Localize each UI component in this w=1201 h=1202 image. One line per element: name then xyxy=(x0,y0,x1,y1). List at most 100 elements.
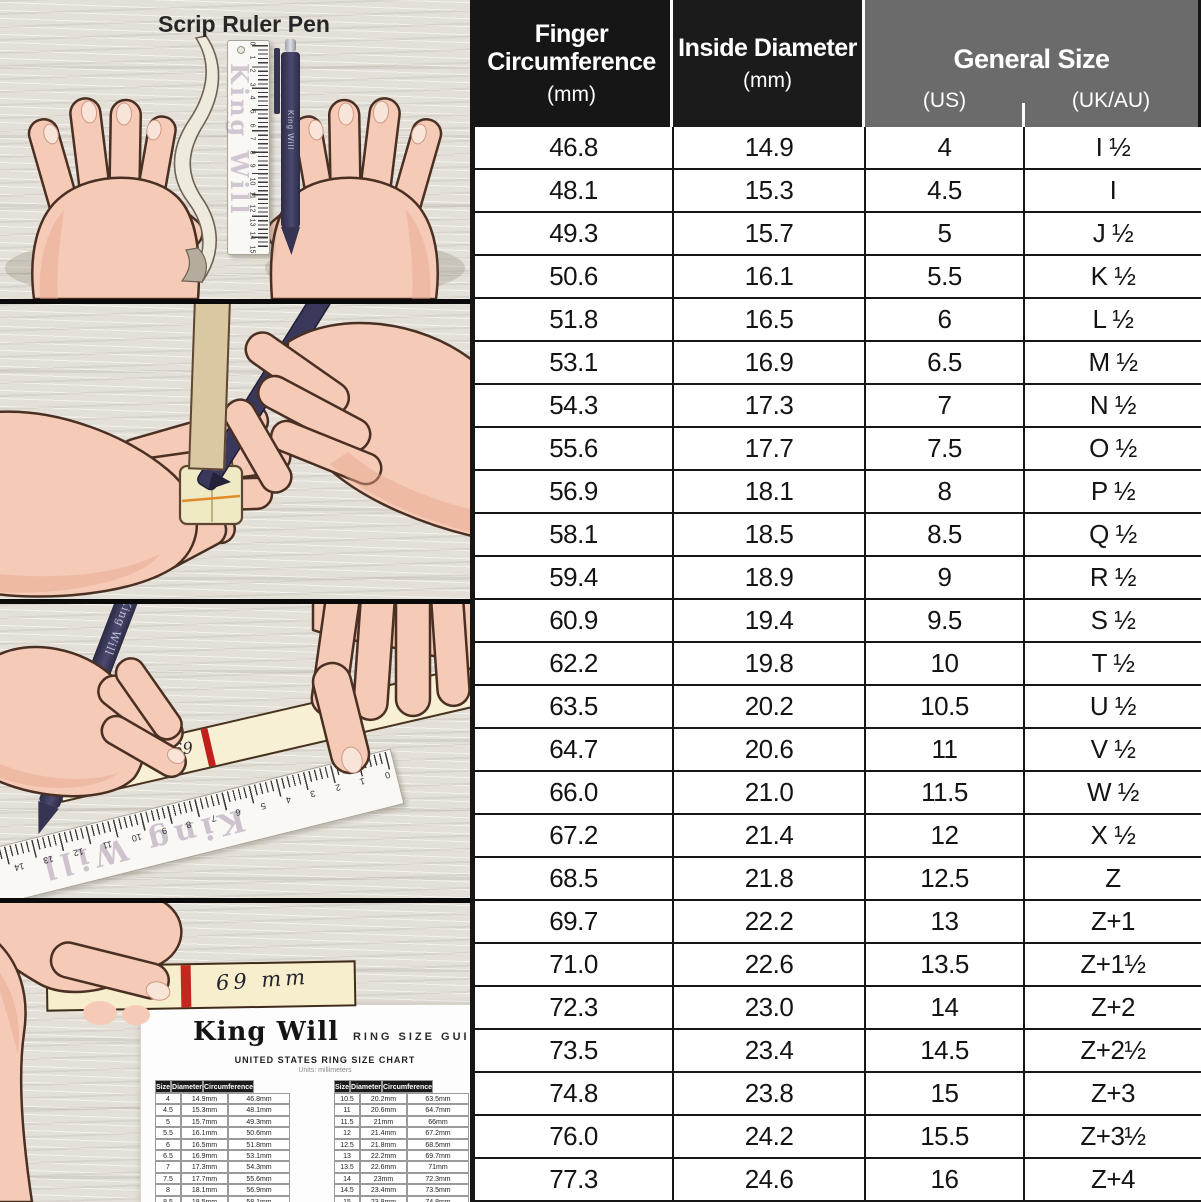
diameter-cell: 21.0 xyxy=(674,772,866,813)
table-row: 71.0 22.6 13.5 Z+1½ xyxy=(473,944,1201,987)
diameter-cell: 22.2 xyxy=(674,901,866,942)
diameter-cell: 17.3 xyxy=(674,385,866,426)
us-size-cell: 9 xyxy=(866,557,1025,598)
us-size-cell: 4.5 xyxy=(866,170,1025,211)
mini-size-cell: 5.5 xyxy=(155,1127,181,1139)
ukau-size-cell: K ½ xyxy=(1090,261,1136,291)
panel-divider xyxy=(0,299,470,304)
ruler-minor-ticks xyxy=(258,45,268,250)
mini-circumference-cell: 55.6mm xyxy=(228,1172,290,1185)
circumference-cell: 46.8 xyxy=(473,127,674,168)
circumference-cell: 53.1 xyxy=(473,342,674,383)
mini-size-cell: 14 xyxy=(334,1172,360,1185)
mini-size-cell: 12.5 xyxy=(334,1138,360,1150)
mini-size-cell: 5 xyxy=(155,1115,181,1128)
brand-logo: King Will xyxy=(193,1017,339,1047)
ukau-size-cell: I ½ xyxy=(1095,132,1131,162)
us-size-cell: 8 xyxy=(866,471,1025,512)
us-size-cell: 6.5 xyxy=(866,342,1025,383)
hands-illustration xyxy=(0,604,470,798)
table-row: 74.8 23.8 15 Z+3 xyxy=(473,1073,1201,1116)
mini-circumference-cell: 48.1mm xyxy=(228,1104,290,1116)
ukau-size-cell: N ½ xyxy=(1089,390,1137,420)
mini-diameter-cell: 22.6mm xyxy=(360,1161,407,1173)
ukau-size-cell: U ½ xyxy=(1089,691,1137,721)
header-label: Inside Diameter xyxy=(678,34,857,62)
mini-circumference-cell: 54.3mm xyxy=(228,1161,290,1173)
header-inside-diameter: Inside Diameter (mm) xyxy=(673,0,865,127)
mini-table-row: 11.5 21mm 66mm xyxy=(334,1115,469,1128)
tool-label: Pen xyxy=(287,11,330,37)
mini-table-row: 8 18.1mm 56.9mm xyxy=(155,1184,290,1196)
circumference-cell: 62.2 xyxy=(473,643,674,684)
us-size-cell: 8.5 xyxy=(866,514,1025,555)
us-size-cell: 7 xyxy=(866,385,1025,426)
mini-diameter-cell: 18.1mm xyxy=(181,1184,228,1196)
circumference-cell: 64.7 xyxy=(473,729,674,770)
ukau-size-cell: V ½ xyxy=(1090,734,1136,764)
table-row: 53.1 16.9 6.5 M ½ xyxy=(473,342,1201,385)
us-size-cell: 16 xyxy=(866,1159,1025,1200)
ring-size-table: Finger Circumference (mm) Inside Diamete… xyxy=(470,0,1201,1202)
diameter-cell: 23.4 xyxy=(674,1030,866,1071)
us-size-cell: 9.5 xyxy=(866,600,1025,641)
mini-circumference-cell: 56.9mm xyxy=(228,1184,290,1196)
ukau-size-cell: M ½ xyxy=(1088,347,1138,377)
pen-button xyxy=(285,39,296,52)
diameter-cell: 18.5 xyxy=(674,514,866,555)
table-body: 46.8 14.9 4 I ½ 48.1 15.3 4.5 I 49.3 xyxy=(473,127,1201,1202)
ukau-size-cell: Z+3½ xyxy=(1080,1121,1146,1151)
pen-clip xyxy=(274,48,280,114)
header-finger-circumference: Finger Circumference (mm) xyxy=(473,0,673,127)
mini-diameter-cell: 18.5mm xyxy=(181,1195,228,1202)
circumference-cell: 73.5 xyxy=(473,1030,674,1071)
ruler-illustration: King Will 0123456789101112131415 xyxy=(225,40,270,255)
panel-step2-wrap-finger xyxy=(0,304,470,599)
mini-header-cell: Diameter xyxy=(350,1080,382,1093)
table-row: 72.3 23.0 14 Z+2 xyxy=(473,987,1201,1030)
mini-diameter-cell: 20.6mm xyxy=(360,1104,407,1116)
mini-table-rows: 10.5 20.2mm 63.5mm 11 20.6mm 64.7mm xyxy=(334,1093,469,1202)
circumference-cell: 67.2 xyxy=(473,815,674,856)
diameter-cell: 24.2 xyxy=(674,1116,866,1157)
mini-diameter-cell: 16.5mm xyxy=(181,1138,228,1150)
mini-table-row: 10.5 20.2mm 63.5mm xyxy=(334,1093,469,1105)
mini-header-cell: Size xyxy=(334,1080,351,1093)
mini-diameter-cell: 16.1mm xyxy=(181,1127,228,1139)
ukau-size-cell: Z+4 xyxy=(1090,1164,1136,1194)
mini-circumference-cell: 58.1mm xyxy=(228,1195,290,1202)
table-row: 50.6 16.1 5.5 K ½ xyxy=(473,256,1201,299)
mini-diameter-cell: 15.7mm xyxy=(181,1115,228,1128)
mini-size-cell: 12 xyxy=(334,1127,360,1139)
mini-size-cell: 8.5 xyxy=(155,1195,181,1202)
circumference-cell: 71.0 xyxy=(473,944,674,985)
tool-label: Scrip xyxy=(158,11,216,37)
table-row: 59.4 18.9 9 R ½ xyxy=(473,557,1201,600)
mini-circumference-cell: 69.7mm xyxy=(407,1149,469,1162)
brand-size-chart-card: King Will RING SIZE GUIDE UNITED STATES … xyxy=(140,1004,470,1202)
mini-diameter-cell: 22.2mm xyxy=(360,1149,407,1162)
table-row: 56.9 18.1 8 P ½ xyxy=(473,471,1201,514)
diameter-cell: 24.6 xyxy=(674,1159,866,1200)
ukau-size-cell: O ½ xyxy=(1089,433,1137,463)
header-sub-us: (US) xyxy=(922,89,967,112)
table-row: 76.0 24.2 15.5 Z+3½ xyxy=(473,1116,1201,1159)
circumference-cell: 63.5 xyxy=(473,686,674,727)
us-size-cell: 12 xyxy=(866,815,1025,856)
mini-size-cell: 6.5 xyxy=(155,1149,181,1162)
diameter-cell: 15.7 xyxy=(674,213,866,254)
tool-label: Ruler xyxy=(222,11,282,37)
circumference-cell: 76.0 xyxy=(473,1116,674,1157)
panel-divider xyxy=(0,599,470,604)
table-row: 63.5 20.2 10.5 U ½ xyxy=(473,686,1201,729)
mini-diameter-cell: 20.2mm xyxy=(360,1093,407,1105)
ruler-brand-watermark: King Will xyxy=(225,63,254,217)
header-label: General Size xyxy=(953,44,1110,75)
table-row: 68.5 21.8 12.5 Z xyxy=(473,858,1201,901)
pen-brand-label: King Will xyxy=(286,110,295,151)
circumference-cell: 72.3 xyxy=(473,987,674,1028)
header-unit: (mm) xyxy=(743,69,792,92)
us-size-cell: 4 xyxy=(866,127,1025,168)
diameter-cell: 18.9 xyxy=(674,557,866,598)
